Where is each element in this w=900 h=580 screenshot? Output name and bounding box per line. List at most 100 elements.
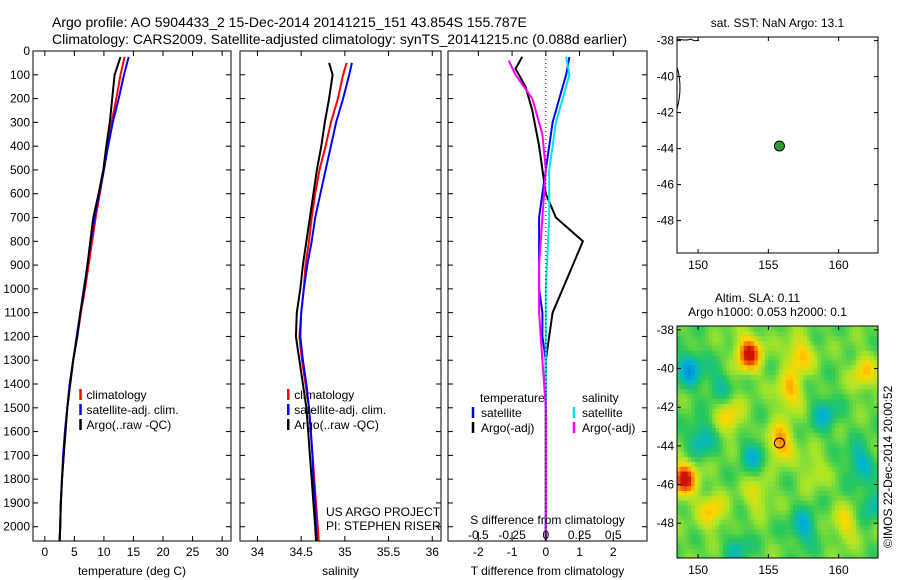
heatmap-cell xyxy=(789,326,794,332)
heatmap-cell xyxy=(789,330,794,337)
heatmap-cell xyxy=(743,422,748,429)
heatmap-cell xyxy=(687,466,692,472)
heatmap-cell xyxy=(782,548,787,554)
heatmap-cell xyxy=(722,432,727,438)
heatmap-cell xyxy=(782,355,787,361)
heatmap-cell xyxy=(778,446,784,453)
heatmap-cell xyxy=(687,485,692,491)
heatmap-cell xyxy=(698,417,703,424)
heatmap-cell xyxy=(796,359,801,366)
heatmap-cell xyxy=(799,326,805,332)
heatmap-cell xyxy=(838,384,843,390)
heatmap-cell xyxy=(789,403,794,409)
heatmap-cell xyxy=(792,533,798,540)
heatmap-cell xyxy=(831,340,836,346)
heatmap-cell xyxy=(733,514,738,520)
heatmap-cell xyxy=(736,359,741,366)
heatmap-cell xyxy=(814,359,819,366)
heatmap-cell xyxy=(729,326,734,332)
heatmap-cell xyxy=(796,384,801,390)
heatmap-cell xyxy=(719,335,724,342)
heatmap-cell xyxy=(733,500,738,506)
heatmap-cell xyxy=(771,466,776,472)
heatmap-cell xyxy=(799,379,805,385)
heatmap-cell xyxy=(824,374,829,380)
heatmap-cell xyxy=(691,379,696,385)
heatmap-cell xyxy=(831,417,836,424)
heatmap-cell xyxy=(849,374,854,380)
heatmap-cell xyxy=(828,446,833,453)
heatmap-cell xyxy=(856,529,861,535)
heatmap-cell xyxy=(684,345,689,351)
panel-frame xyxy=(239,50,442,542)
heatmap-cell xyxy=(814,384,819,390)
heatmap-cell xyxy=(743,359,748,366)
heatmap-cell xyxy=(807,417,812,424)
heatmap-cell xyxy=(708,335,713,342)
heatmap-cell xyxy=(677,490,682,496)
heatmap-cell xyxy=(754,456,759,462)
heatmap-cell xyxy=(736,538,741,545)
heatmap-cell xyxy=(859,446,864,453)
heatmap-cell xyxy=(680,456,685,462)
heatmap-cell xyxy=(698,384,703,390)
heatmap-cell xyxy=(750,500,755,506)
heatmap-cell xyxy=(870,533,875,540)
heatmap-cell xyxy=(810,417,815,424)
heatmap-cell xyxy=(715,340,720,346)
heatmap-cell xyxy=(856,495,861,501)
heatmap-cell xyxy=(807,403,812,409)
heatmap-cell xyxy=(845,427,850,433)
y-tick-label: 1100 xyxy=(4,306,30,320)
heatmap-cell xyxy=(740,340,745,346)
heatmap-cell xyxy=(677,408,682,414)
heatmap-cell xyxy=(785,369,791,375)
heatmap-cell xyxy=(705,553,710,558)
heatmap-cell xyxy=(747,519,752,525)
heatmap-cell xyxy=(838,403,843,409)
heatmap-cell xyxy=(719,340,724,346)
heatmap-cell xyxy=(733,543,738,549)
heatmap-cell xyxy=(873,524,878,530)
heatmap-cell xyxy=(873,359,878,366)
heatmap-cell xyxy=(687,509,692,516)
heatmap-cell xyxy=(803,509,808,516)
heatmap-cell xyxy=(824,442,829,448)
heatmap-cell xyxy=(803,369,808,375)
x-tick-label: 150 xyxy=(688,258,708,272)
heatmap-cell xyxy=(852,350,857,356)
heatmap-cell xyxy=(705,427,710,433)
heatmap-cell xyxy=(757,495,762,501)
heatmap-cell xyxy=(754,359,759,366)
heatmap-cell xyxy=(684,456,689,462)
heatmap-cell xyxy=(863,533,868,540)
heatmap-cell xyxy=(838,417,843,424)
heatmap-cell xyxy=(757,330,762,337)
heatmap-cell xyxy=(810,471,815,477)
heatmap-cell xyxy=(771,364,776,371)
heatmap-cell xyxy=(740,533,745,540)
heatmap-cell xyxy=(799,330,805,337)
heatmap-cell xyxy=(870,393,875,400)
heatmap-cell xyxy=(852,398,857,404)
heatmap-cell xyxy=(719,403,724,409)
heatmap-cell xyxy=(856,437,861,443)
heatmap-cell xyxy=(726,340,731,346)
heatmap-cell xyxy=(838,529,843,535)
heatmap-cell xyxy=(796,364,801,371)
heatmap-cell xyxy=(789,432,794,438)
heatmap-cell xyxy=(835,471,840,477)
heatmap-cell xyxy=(831,369,836,375)
heatmap-cell xyxy=(747,485,752,491)
heatmap-cell xyxy=(715,437,720,443)
heatmap-cell xyxy=(828,456,833,462)
heatmap-cell xyxy=(698,403,703,409)
heatmap-cell xyxy=(866,403,871,409)
heatmap-cell xyxy=(708,374,713,380)
heatmap-cell xyxy=(807,504,812,511)
heatmap-cell xyxy=(814,446,819,453)
heatmap-cell xyxy=(828,369,833,375)
heatmap-cell xyxy=(712,543,717,549)
heatmap-cell xyxy=(803,393,808,400)
heatmap-cell xyxy=(680,379,685,385)
